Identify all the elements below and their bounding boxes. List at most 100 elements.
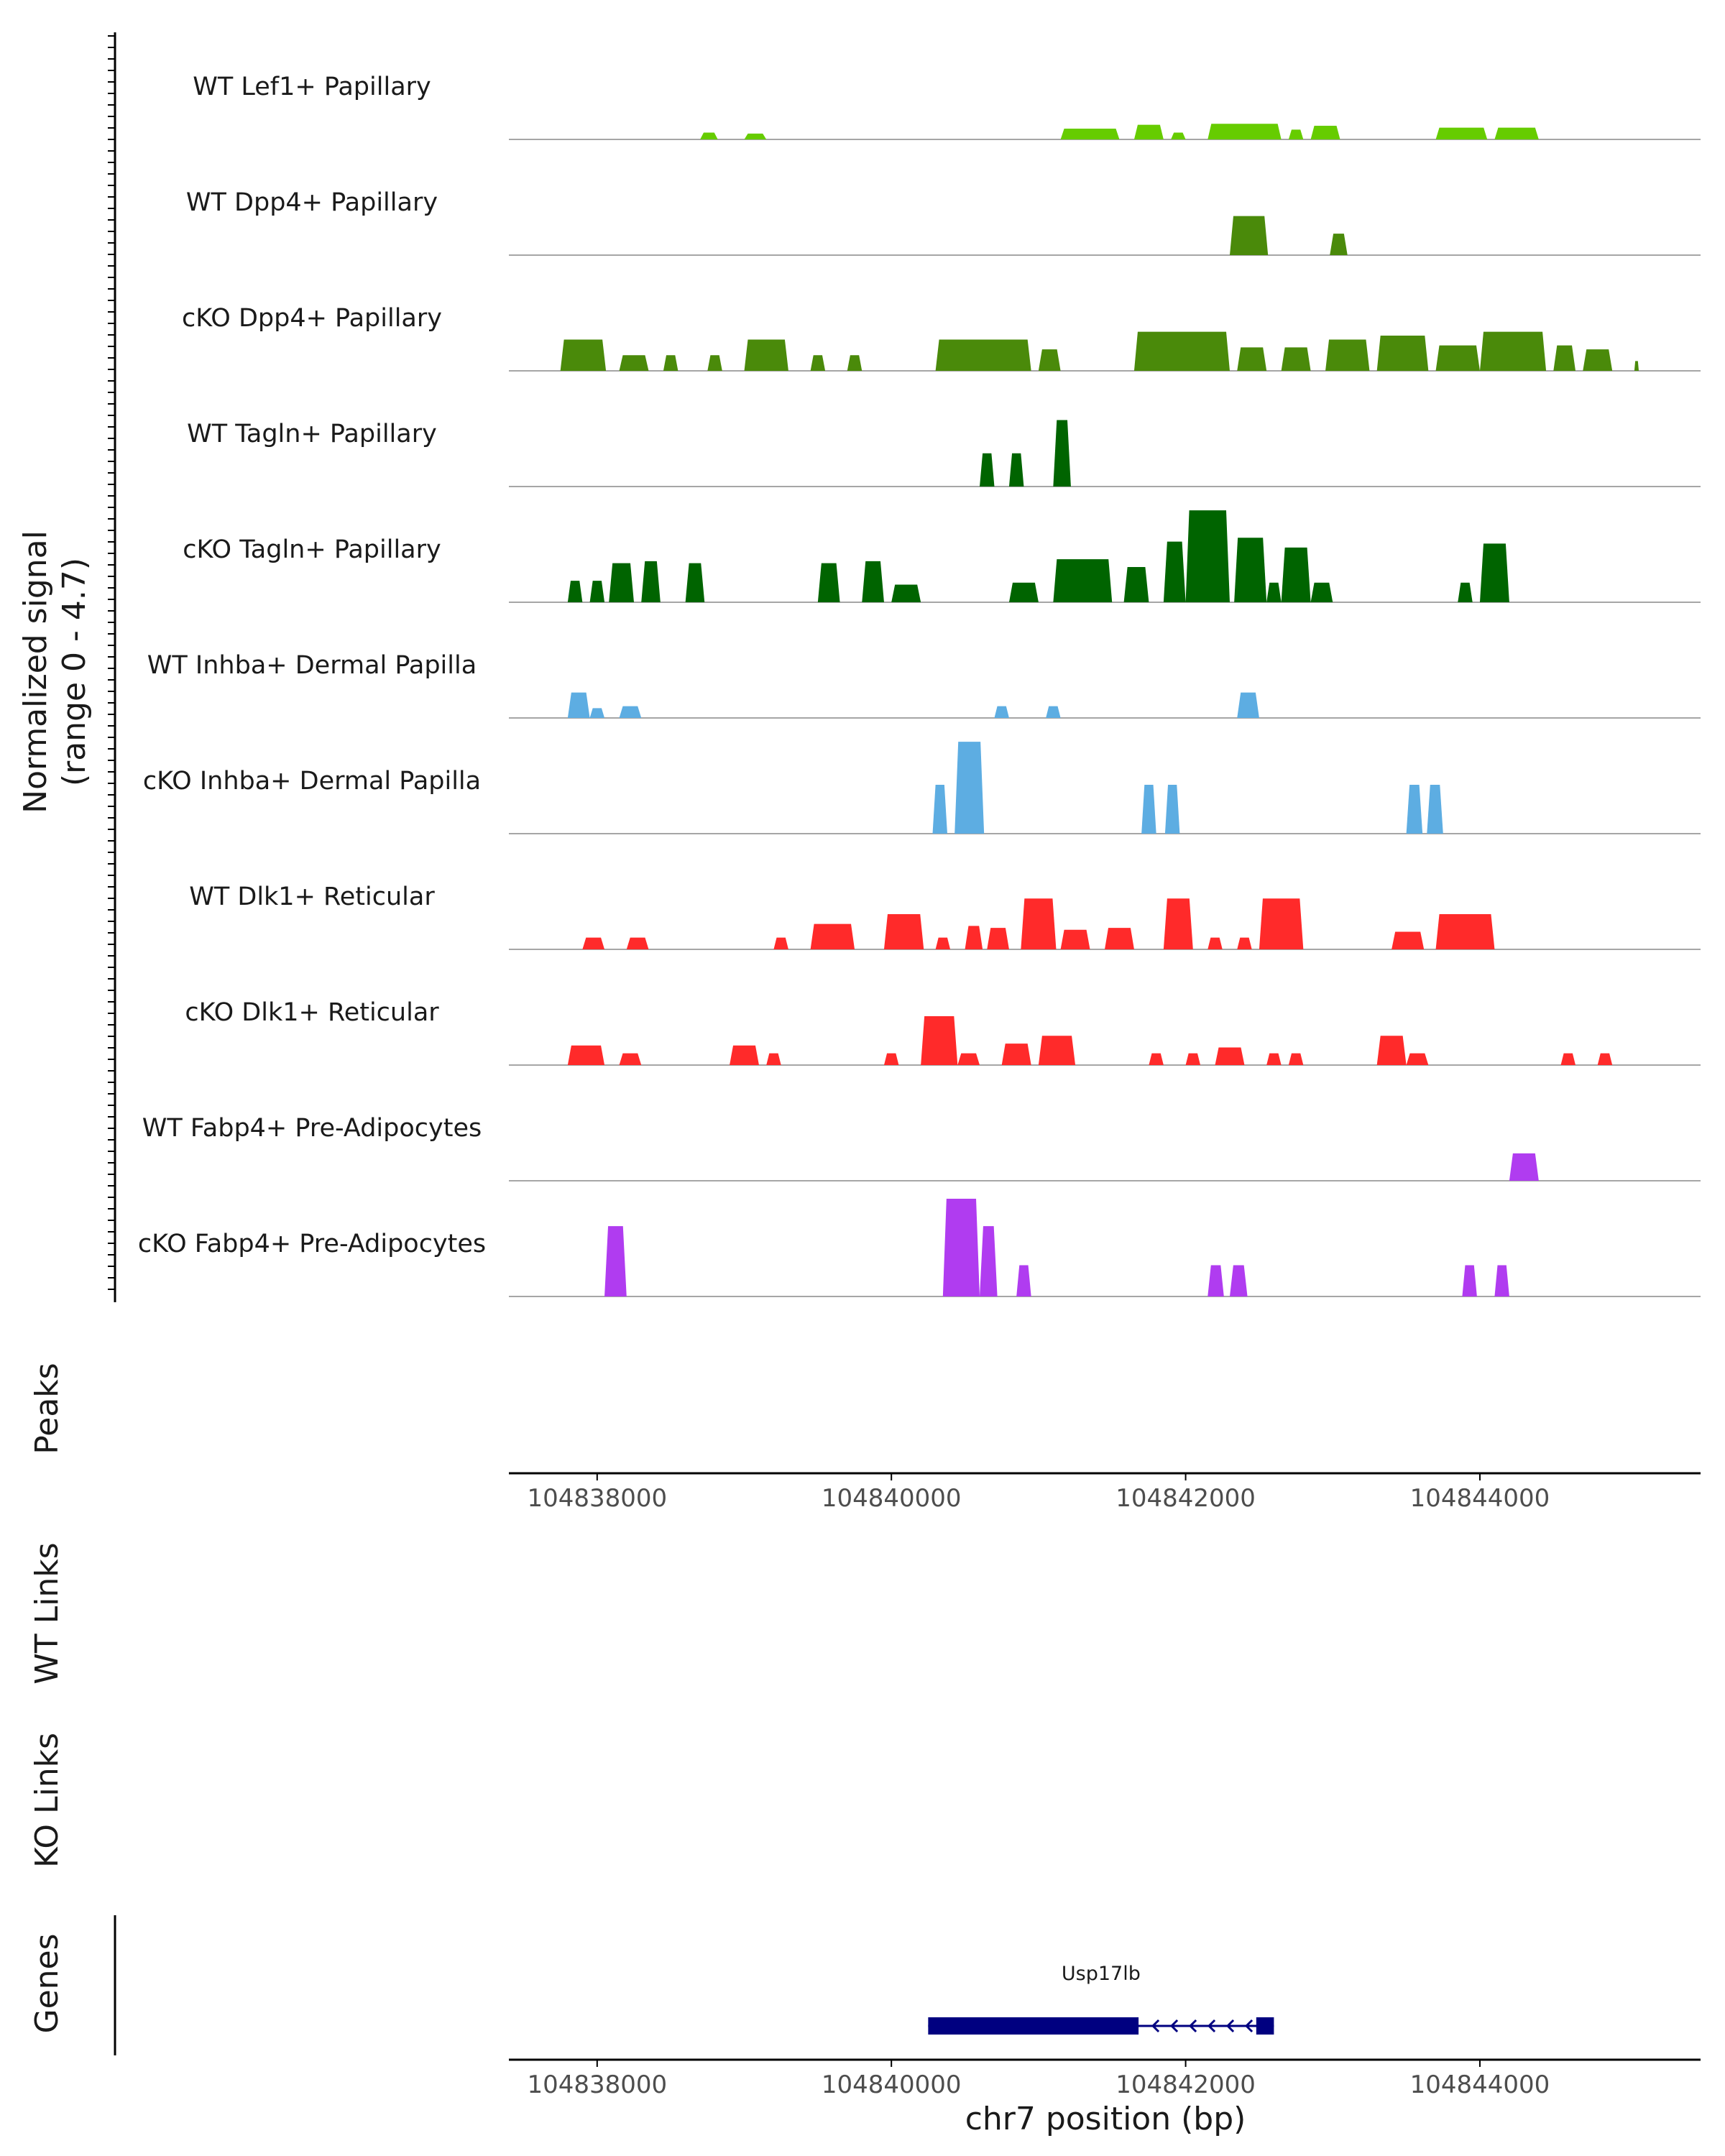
coverage-peak <box>1435 345 1480 371</box>
coverage-peak <box>1237 692 1259 718</box>
coverage-peak <box>1008 582 1039 602</box>
coverage-peak <box>1229 216 1269 255</box>
coverage-peak <box>730 1045 759 1065</box>
coverage-peak <box>1435 914 1495 949</box>
track-label: cKO Fabp4+ Pre-Adipocytes <box>138 1230 486 1258</box>
coverage-peak <box>1008 453 1024 487</box>
coverage-peak <box>1237 347 1267 371</box>
coverage-peak <box>987 928 1009 949</box>
coverage-peak <box>1435 127 1488 139</box>
peaks-panel-label: Peaks <box>29 1363 65 1454</box>
coverage-peak <box>1185 1053 1201 1065</box>
coverage-peak <box>1288 129 1304 139</box>
coverage-peak <box>817 563 840 602</box>
coverage-peak <box>619 706 642 718</box>
coverage-peak <box>567 692 590 718</box>
coverage-peak <box>1330 234 1348 255</box>
strand-arrow <box>1207 2019 1216 2033</box>
track-label: WT Inhba+ Dermal Papilla <box>147 651 477 680</box>
track: WT Dpp4+ Papillary <box>186 188 1701 256</box>
coverage-peak <box>1406 1053 1429 1065</box>
coverage-peak <box>700 132 718 139</box>
strand-arrow <box>1225 2019 1235 2033</box>
coverage-peak <box>773 937 788 949</box>
coverage-peak <box>1462 1265 1477 1296</box>
coverage-peak <box>862 561 884 602</box>
coverage-peak <box>685 563 705 602</box>
coverage-peak <box>891 584 921 602</box>
ko-links-panel-label: KO Links <box>29 1733 65 1868</box>
coverage-peak <box>1281 547 1311 602</box>
coverage-peak <box>980 1226 998 1296</box>
coverage-peak <box>1164 785 1180 834</box>
coverage-peak <box>1288 1053 1304 1065</box>
track: cKO Tagln+ Papillary <box>183 510 1701 603</box>
coverage-peak <box>1494 127 1539 139</box>
coverage-peak <box>1509 1153 1539 1181</box>
strand-arrow <box>1188 2019 1197 2033</box>
coverage-peak <box>1479 331 1547 371</box>
coverage-peak <box>1376 1036 1407 1065</box>
coverage-peak <box>1553 345 1576 371</box>
coverage-peak <box>1259 898 1304 949</box>
coverage-peak <box>589 708 605 718</box>
track: cKO Inhba+ Dermal Papilla <box>143 742 1701 834</box>
x-axis-tick-label: 104842000 <box>1116 2070 1256 2099</box>
x-axis-tick-label: 104844000 <box>1410 2070 1550 2099</box>
x-axis-tick-label: 104838000 <box>527 2070 667 2099</box>
coverage-peak <box>1266 582 1282 602</box>
coverage-peak <box>1597 1053 1613 1065</box>
gene-exon <box>1256 2017 1274 2035</box>
coverage-peak <box>582 937 605 949</box>
genes-panel-label: Genes <box>29 1933 65 2033</box>
coverage-peak <box>957 1053 980 1065</box>
gene-track: Usp17lb <box>928 1963 1274 2035</box>
track-label: WT Tagln+ Papillary <box>187 420 437 448</box>
x-axis-tick-label: 104840000 <box>822 1484 962 1513</box>
coverage-peak <box>1053 420 1071 487</box>
coverage-peak <box>604 1226 627 1296</box>
track-label: cKO Dpp4+ Papillary <box>182 304 442 333</box>
coverage-peak <box>1392 931 1425 949</box>
coverage-peak <box>744 339 788 371</box>
coverage-peak <box>921 1016 958 1065</box>
coverage-peak <box>1016 1265 1031 1296</box>
coverage-peak <box>847 355 862 371</box>
x-axis-lower: 104838000 104840000 104842000 104844000 <box>509 2058 1701 2099</box>
x-axis-tick-label: 104838000 <box>527 1484 667 1513</box>
coverage-peak <box>1479 543 1509 602</box>
coverage-peak <box>1133 124 1164 139</box>
coverage-peak <box>1237 937 1252 949</box>
coverage-peak <box>1310 582 1333 602</box>
coverage-peak <box>994 706 1009 718</box>
coverage-peak <box>560 339 607 371</box>
coverage-peak <box>1560 1053 1576 1065</box>
track: WT Fabp4+ Pre-Adipocytes <box>142 1114 1701 1181</box>
coverage-peak <box>567 1045 605 1065</box>
coverage-peak <box>810 923 855 949</box>
coverage-peak <box>1325 339 1370 371</box>
coverage-peak <box>1208 1265 1224 1296</box>
coverage-peak <box>1123 567 1149 602</box>
coverage-peak <box>707 355 722 371</box>
coverage-peak <box>1149 1053 1164 1065</box>
coverage-peak <box>1208 937 1223 949</box>
x-axis-title: chr7 position (bp) <box>965 2101 1246 2137</box>
coverage-peak <box>744 133 767 139</box>
coverage-peak <box>1060 929 1090 949</box>
coverage-peak <box>1634 361 1639 371</box>
coverage-peak <box>1266 1053 1282 1065</box>
coverage-tracks: WT Lef1+ Papillary WT Dpp4+ Papillary cKO … <box>138 73 1701 1297</box>
coverage-peak <box>935 937 951 949</box>
gene-exon <box>928 2017 1139 2035</box>
track-label: WT Lef1+ Papillary <box>193 73 431 101</box>
track: cKO Dpp4+ Papillary <box>182 304 1701 372</box>
x-axis-tick-label: 104844000 <box>1410 1484 1550 1513</box>
track-label: cKO Inhba+ Dermal Papilla <box>143 767 481 796</box>
x-axis-tick-label: 104842000 <box>1116 1484 1256 1513</box>
coverage-peak <box>1133 331 1230 371</box>
coverage-peak <box>641 561 661 602</box>
coverage-peak <box>932 785 947 834</box>
coverage-peak <box>1185 510 1230 602</box>
